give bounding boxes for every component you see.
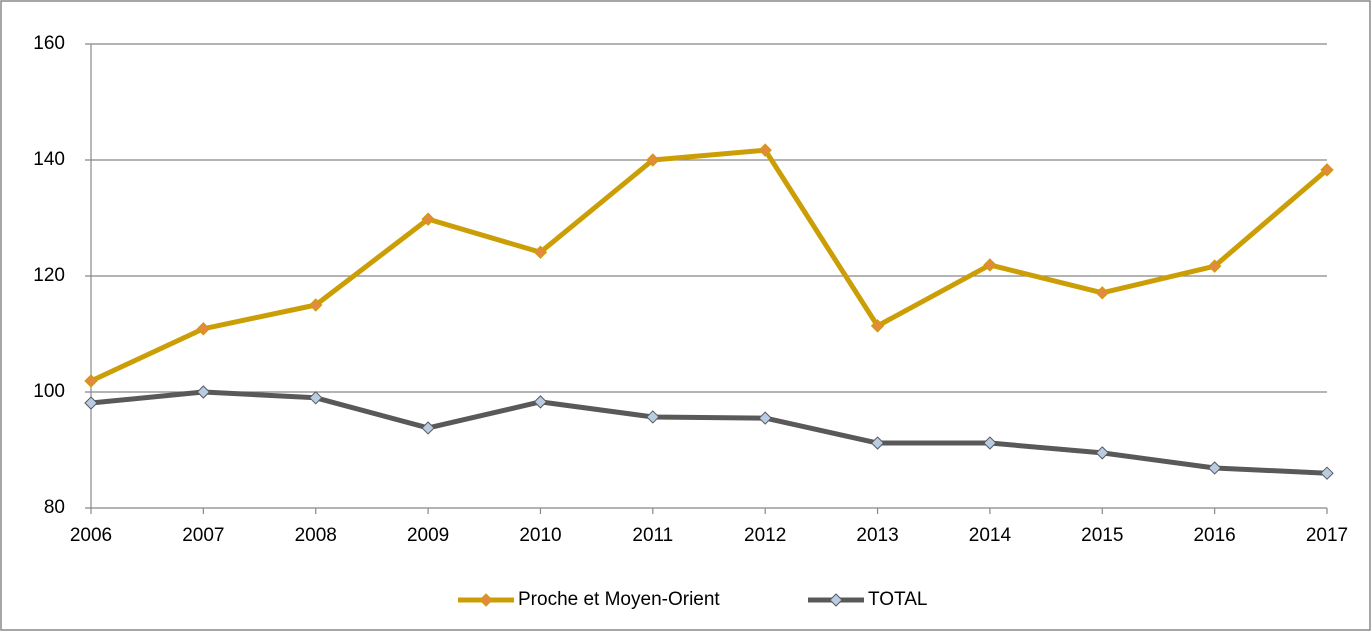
point-marker <box>84 396 98 410</box>
x-tick-label: 2013 <box>856 525 898 546</box>
point-marker <box>196 322 211 336</box>
point-marker <box>870 319 885 333</box>
point-marker <box>1095 446 1109 460</box>
point-marker <box>1207 461 1222 475</box>
y-tick-label: 80 <box>44 497 65 518</box>
point-marker <box>758 143 772 157</box>
point-marker <box>421 212 435 226</box>
legend-label: TOTAL <box>868 589 927 610</box>
point-marker <box>758 411 772 425</box>
point-marker <box>309 298 323 312</box>
point-marker <box>533 395 548 409</box>
series-line <box>89 147 1329 384</box>
point-marker <box>196 385 211 399</box>
point-marker <box>1320 466 1334 480</box>
point-marker <box>533 245 548 259</box>
point-marker <box>84 374 98 388</box>
y-tick-label: 140 <box>33 149 65 170</box>
x-tick-label: 2006 <box>70 525 112 546</box>
legend-label: Proche et Moyen-Orient <box>518 589 720 610</box>
legend-marker <box>829 593 843 607</box>
x-tick-label: 2015 <box>1081 525 1123 546</box>
point-marker <box>1320 163 1334 177</box>
y-tick-label: 120 <box>33 265 65 286</box>
legend-marker <box>479 593 493 607</box>
x-tick-label: 2012 <box>744 525 786 546</box>
point-marker <box>309 391 323 405</box>
point-marker <box>1095 286 1109 300</box>
point-marker <box>870 436 885 450</box>
x-tick-label: 2017 <box>1306 525 1348 546</box>
x-tick-label: 2014 <box>969 525 1012 546</box>
point-marker <box>646 153 660 167</box>
point-marker <box>646 410 660 424</box>
x-tick-label: 2009 <box>407 525 449 546</box>
x-tick-label: 2008 <box>295 525 337 546</box>
y-tick-label: 160 <box>33 33 65 54</box>
series-line <box>90 389 1328 476</box>
y-tick-label: 100 <box>33 381 65 402</box>
x-tick-label: 2016 <box>1193 525 1235 546</box>
x-tick-label: 2007 <box>182 525 224 546</box>
point-marker <box>1207 259 1222 273</box>
point-marker <box>983 436 997 450</box>
point-marker <box>983 258 997 272</box>
x-tick-label: 2010 <box>519 525 561 546</box>
x-tick-label: 2011 <box>632 525 673 546</box>
point-marker <box>421 421 435 435</box>
